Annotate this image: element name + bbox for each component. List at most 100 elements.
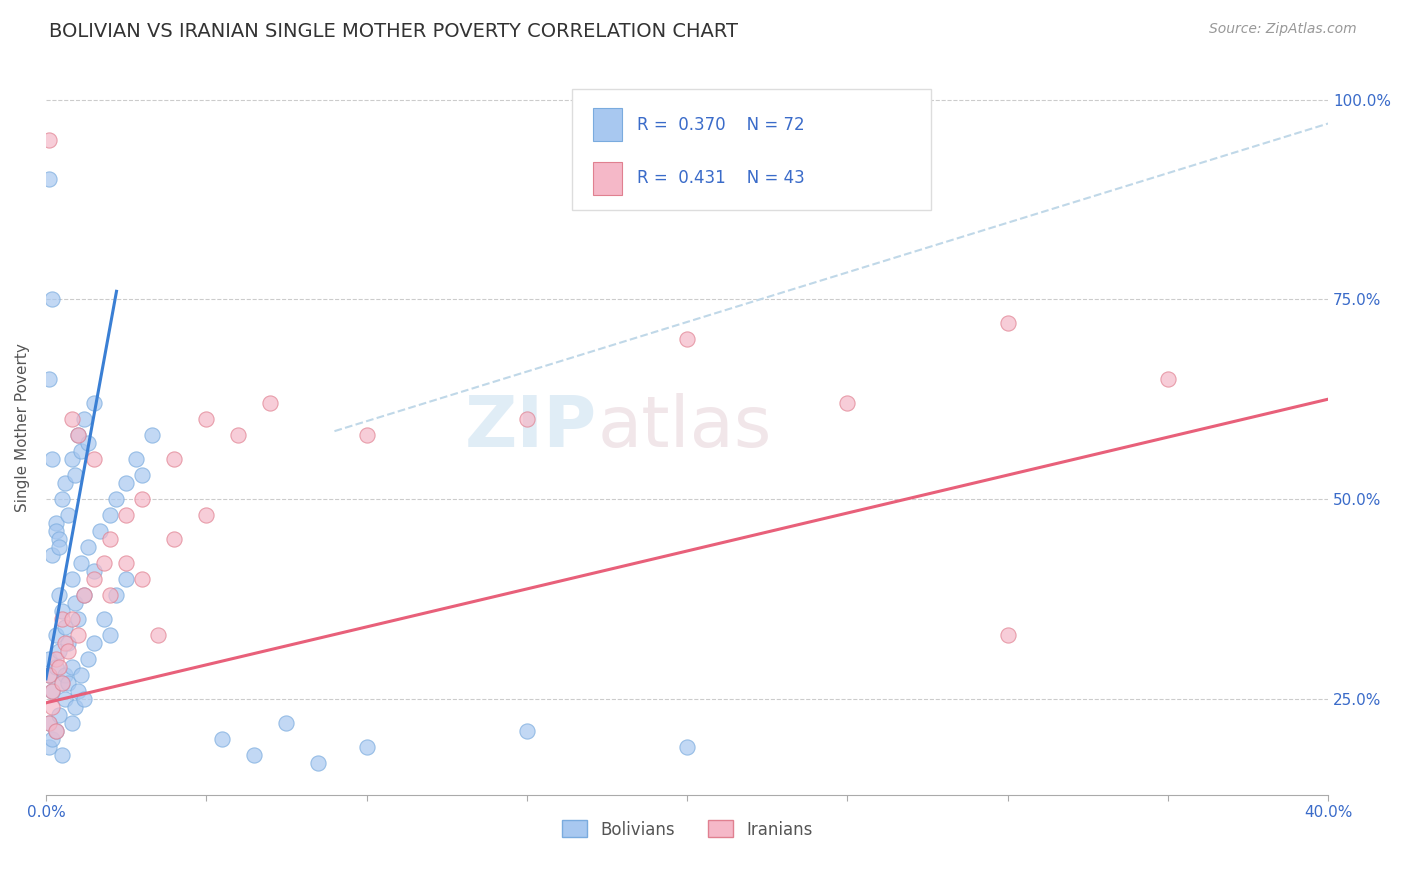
Point [53,668,76,682]
Point [45,652,67,666]
Text: ZIP: ZIP [465,392,598,462]
Point [60,612,83,626]
Point [41,293,63,307]
Point [98,532,121,546]
Point [60,412,83,426]
Point [51,604,73,618]
Point [53,636,76,650]
Point [58,676,80,690]
Point [195,508,218,522]
Point [105,588,128,602]
Point [38,668,60,682]
Point [115,508,138,522]
Point [60,452,83,467]
Point [141,428,163,442]
Point [66,428,89,442]
Point [98,508,121,522]
Point [259,396,281,410]
Point [41,683,63,698]
Point [83,636,105,650]
Point [131,572,153,586]
Point [48,532,70,546]
Point [837,396,859,410]
Y-axis label: Single Mother Poverty: Single Mother Poverty [15,343,30,512]
FancyBboxPatch shape [593,161,621,194]
Point [45,628,67,642]
Text: BOLIVIAN VS IRANIAN SINGLE MOTHER POVERTY CORRELATION CHART: BOLIVIAN VS IRANIAN SINGLE MOTHER POVERT… [49,22,738,41]
Point [38,172,60,186]
Point [516,412,538,426]
Point [163,532,186,546]
Point [63,468,86,483]
Point [146,628,169,642]
Point [115,556,138,570]
Point [41,548,63,562]
Point [93,556,115,570]
Point [195,412,218,426]
Point [131,491,153,506]
Point [45,516,67,530]
Point [58,644,80,658]
Point [38,372,60,386]
Point [98,628,121,642]
FancyBboxPatch shape [593,108,621,141]
Point [41,731,63,746]
Text: R =  0.431    N = 43: R = 0.431 N = 43 [637,169,804,187]
Point [73,691,96,706]
Point [307,756,329,770]
Point [48,644,70,658]
Point [38,715,60,730]
Point [211,731,233,746]
Point [356,739,378,754]
Point [83,564,105,578]
Point [243,747,266,762]
Point [53,691,76,706]
Point [38,715,60,730]
Point [63,699,86,714]
Point [48,540,70,554]
Point [66,628,89,642]
Point [53,620,76,634]
Point [83,572,105,586]
Point [115,476,138,491]
Point [89,524,111,538]
Point [997,628,1019,642]
Point [70,668,93,682]
Point [997,316,1019,330]
Point [70,444,93,458]
Point [48,707,70,722]
Point [45,524,67,538]
Point [38,668,60,682]
Point [51,747,73,762]
Point [105,491,128,506]
Point [115,572,138,586]
Point [60,572,83,586]
Text: R =  0.370    N = 72: R = 0.370 N = 72 [637,116,804,134]
Point [51,676,73,690]
Point [53,476,76,491]
Point [516,723,538,738]
Point [1157,372,1180,386]
Point [41,452,63,467]
Point [45,723,67,738]
Point [98,588,121,602]
Point [66,428,89,442]
FancyBboxPatch shape [572,89,931,211]
Point [45,660,67,674]
Point [48,660,70,674]
Point [73,412,96,426]
Point [38,132,60,146]
Point [131,468,153,483]
Point [45,723,67,738]
Point [41,683,63,698]
Point [125,452,148,467]
Point [676,739,699,754]
Point [60,715,83,730]
Point [76,436,98,450]
Point [66,683,89,698]
Point [70,556,93,570]
Point [76,652,98,666]
Text: Source: ZipAtlas.com: Source: ZipAtlas.com [1209,22,1357,37]
Point [83,396,105,410]
Point [356,428,378,442]
